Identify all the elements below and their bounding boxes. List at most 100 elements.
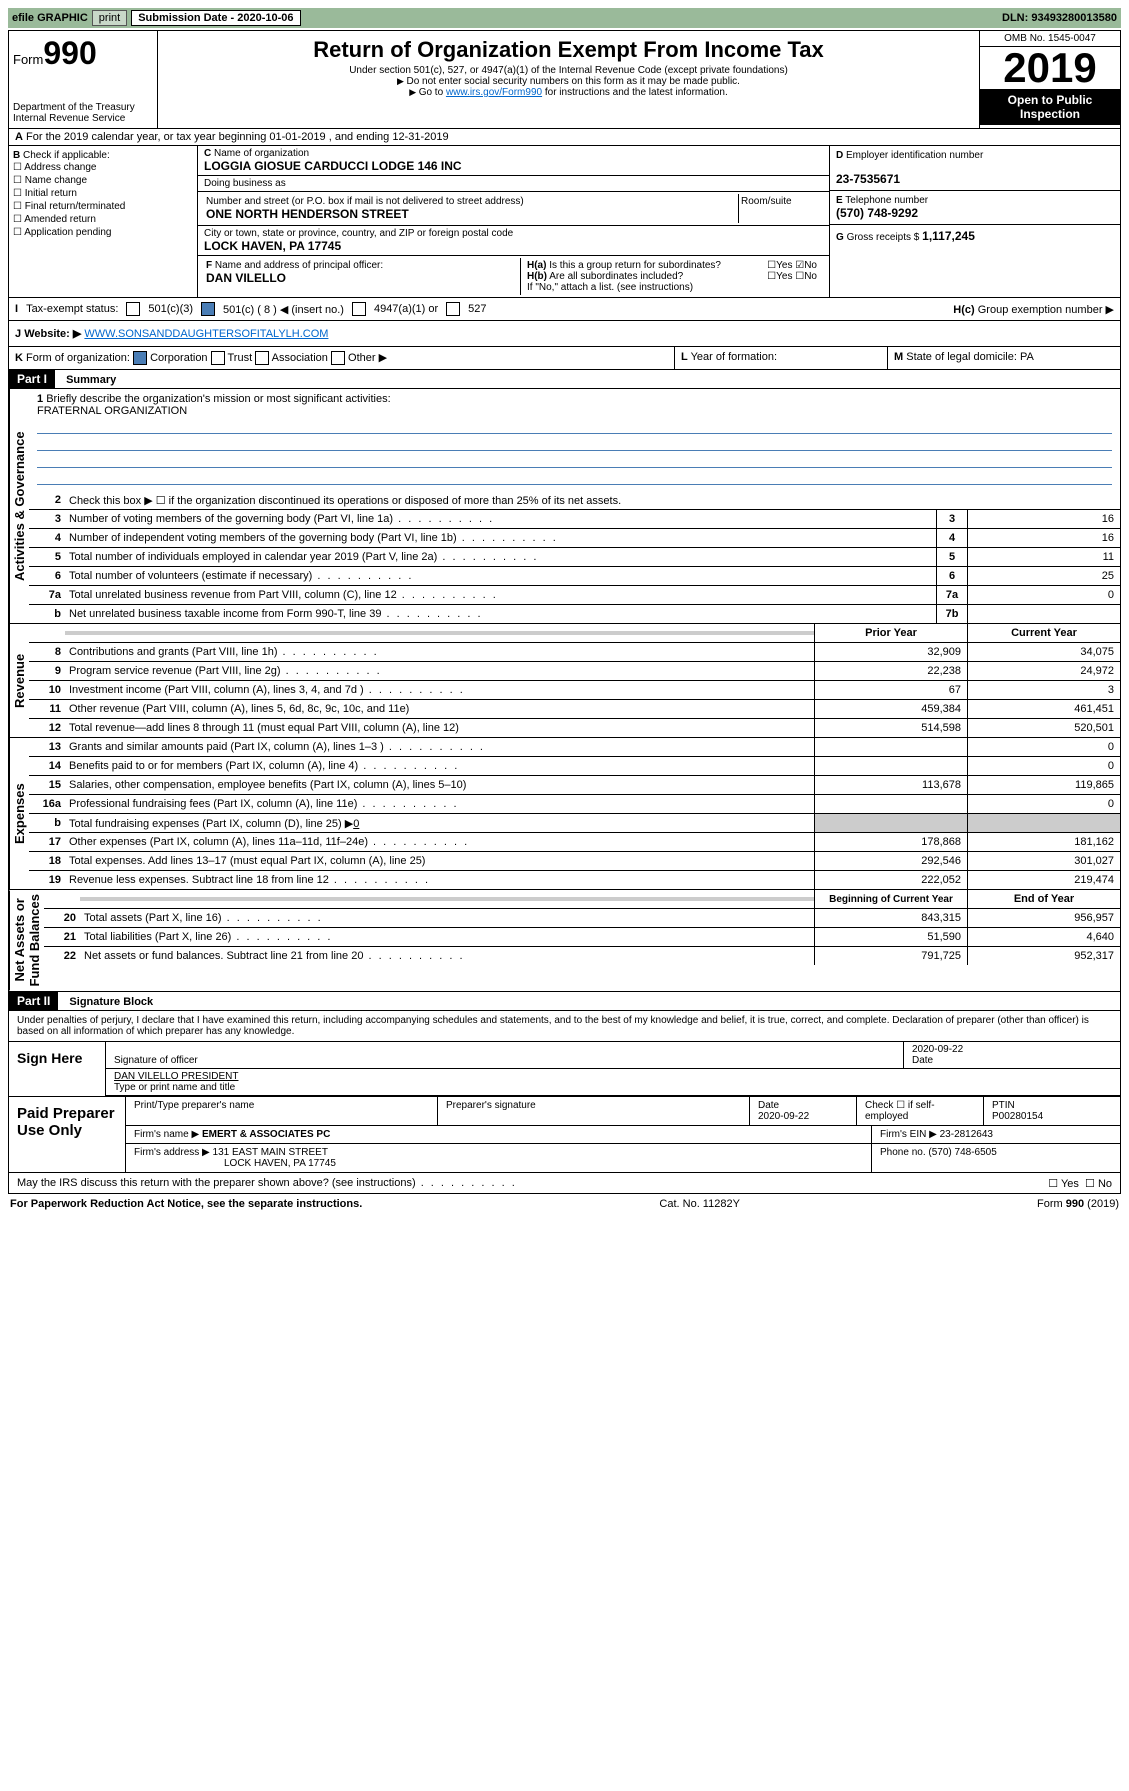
name-title-label: Type or print name and title [114, 1082, 235, 1093]
underline [37, 453, 1112, 468]
subtitle-2: Do not enter social security numbers on … [162, 76, 975, 87]
line8: Contributions and grants (Part VIII, lin… [65, 644, 814, 660]
v10c: 3 [967, 681, 1120, 699]
org-name: LOGGIA GIOSUE CARDUCCI LODGE 146 INC [204, 159, 462, 173]
cb-527[interactable] [446, 302, 460, 316]
v13c: 0 [967, 738, 1120, 756]
mission-text: FRATERNAL ORGANIZATION [37, 405, 187, 417]
cb-corp[interactable] [133, 351, 147, 365]
phone-label: Telephone number [845, 195, 928, 206]
underline [37, 436, 1112, 451]
v11c: 461,451 [967, 700, 1120, 718]
paid-label: Paid Preparer Use Only [9, 1097, 126, 1172]
gross-label: Gross receipts $ [847, 232, 920, 243]
firm-name-label: Firm's name ▶ [134, 1129, 199, 1140]
city-label: City or town, state or province, country… [204, 228, 513, 239]
cat-number: Cat. No. 11282Y [659, 1198, 740, 1210]
v22c: 952,317 [967, 947, 1120, 965]
line22: Net assets or fund balances. Subtract li… [80, 948, 814, 964]
v17c: 181,162 [967, 833, 1120, 851]
opt-pending[interactable]: ☐ Application pending [13, 226, 193, 239]
cb-501c3[interactable] [126, 302, 140, 316]
header-middle: Return of Organization Exempt From Incom… [158, 31, 979, 128]
line18: Total expenses. Add lines 13–17 (must eq… [65, 853, 814, 869]
city-state-zip: LOCK HAVEN, PA 17745 [204, 239, 341, 253]
line16b: Total fundraising expenses (Part IX, col… [65, 815, 814, 832]
section-i: ITax-exempt status: 501(c)(3) 501(c) ( 8… [8, 298, 1121, 321]
section-b: B Check if applicable: ☐ Address change … [9, 146, 198, 297]
v11p: 459,384 [814, 700, 967, 718]
top-bar: efile GRAPHIC print Submission Date - 20… [8, 8, 1121, 28]
form-footer: Form 990 (2019) [1037, 1198, 1119, 1210]
sig-date-label: Date [912, 1055, 933, 1066]
line21: Total liabilities (Part X, line 26) [80, 929, 814, 945]
self-employed: Check ☐ if self-employed [857, 1097, 984, 1125]
v15c: 119,865 [967, 776, 1120, 794]
section-d: D Employer identification number23-75356… [830, 146, 1120, 297]
instructions-link[interactable]: www.irs.gov/Form990 [446, 87, 542, 98]
discuss-text: May the IRS discuss this return with the… [17, 1177, 517, 1189]
line20: Total assets (Part X, line 16) [80, 910, 814, 926]
sig-officer-label: Signature of officer [114, 1055, 198, 1066]
cb-other[interactable] [331, 351, 345, 365]
bcy-hdr: Beginning of Current Year [814, 890, 967, 908]
line7a: Total unrelated business revenue from Pa… [65, 587, 936, 603]
current-year-hdr: Current Year [967, 624, 1120, 642]
v20p: 843,315 [814, 909, 967, 927]
room-label: Room/suite [738, 194, 823, 223]
opt-name[interactable]: ☐ Name change [13, 174, 193, 187]
efile-label: efile GRAPHIC [12, 12, 88, 24]
v18p: 292,546 [814, 852, 967, 870]
revenue-section: Revenue Prior YearCurrent Year 8Contribu… [8, 624, 1121, 738]
group-exemption: Group exemption number ▶ [978, 304, 1114, 316]
line15: Salaries, other compensation, employee b… [65, 777, 814, 793]
phone-value: (570) 748-9292 [836, 206, 918, 220]
vlabel-exp: Expenses [9, 738, 29, 889]
v14c: 0 [967, 757, 1120, 775]
v7a: 0 [967, 586, 1120, 604]
section-a: A For the 2019 calendar year, or tax yea… [8, 129, 1121, 146]
line3: Number of voting members of the governin… [65, 511, 936, 527]
v12p: 514,598 [814, 719, 967, 737]
dln: DLN: 93493280013580 [1002, 12, 1117, 24]
cb-501c[interactable] [201, 302, 215, 316]
cb-4947[interactable] [352, 302, 366, 316]
v13p [814, 738, 967, 756]
line17: Other expenses (Part IX, column (A), lin… [65, 834, 814, 850]
print-button[interactable]: print [92, 10, 127, 26]
firm-phone-label: Phone no. [880, 1147, 926, 1158]
firm-addr-label: Firm's address ▶ [134, 1147, 210, 1158]
footer: For Paperwork Reduction Act Notice, see … [8, 1194, 1121, 1214]
website-link[interactable]: WWW.SONSANDDAUGHTERSOFITALYLH.COM [84, 328, 328, 340]
opt-initial[interactable]: ☐ Initial return [13, 187, 193, 200]
cb-assoc[interactable] [255, 351, 269, 365]
sections-bcd: B Check if applicable: ☐ Address change … [8, 146, 1121, 298]
section-klm: K Form of organization: Corporation Trus… [8, 347, 1121, 370]
v20c: 956,957 [967, 909, 1120, 927]
line13: Grants and similar amounts paid (Part IX… [65, 739, 814, 755]
v16ap [814, 795, 967, 813]
gross-value: 1,117,245 [922, 229, 975, 243]
cb-trust[interactable] [211, 351, 225, 365]
form-number: 990 [43, 35, 96, 71]
opt-address[interactable]: ☐ Address change [13, 161, 193, 174]
net-assets-section: Net Assets or Fund Balances Beginning of… [8, 890, 1121, 991]
prior-year-hdr: Prior Year [814, 624, 967, 642]
dba-label: Doing business as [198, 176, 829, 192]
expenses-section: Expenses 13Grants and similar amounts pa… [8, 738, 1121, 890]
line10: Investment income (Part VIII, column (A)… [65, 682, 814, 698]
opt-amended[interactable]: ☐ Amended return [13, 213, 193, 226]
open-inspection: Open to Public Inspection [980, 89, 1120, 125]
section-j: J Website: ▶ WWW.SONSANDDAUGHTERSOFITALY… [8, 321, 1121, 347]
sig-date: 2020-09-22 [912, 1044, 963, 1055]
v18c: 301,027 [967, 852, 1120, 870]
v19p: 222,052 [814, 871, 967, 889]
vlabel-ag: Activities & Governance [9, 389, 29, 623]
ein-label: Employer identification number [846, 150, 983, 161]
pra-notice: For Paperwork Reduction Act Notice, see … [10, 1198, 362, 1210]
v6: 25 [967, 567, 1120, 585]
opt-final[interactable]: ☐ Final return/terminated [13, 200, 193, 213]
section-c: C Name of organizationLOGGIA GIOSUE CARD… [198, 146, 830, 297]
v19c: 219,474 [967, 871, 1120, 889]
line1-label: Briefly describe the organization's miss… [46, 393, 390, 405]
